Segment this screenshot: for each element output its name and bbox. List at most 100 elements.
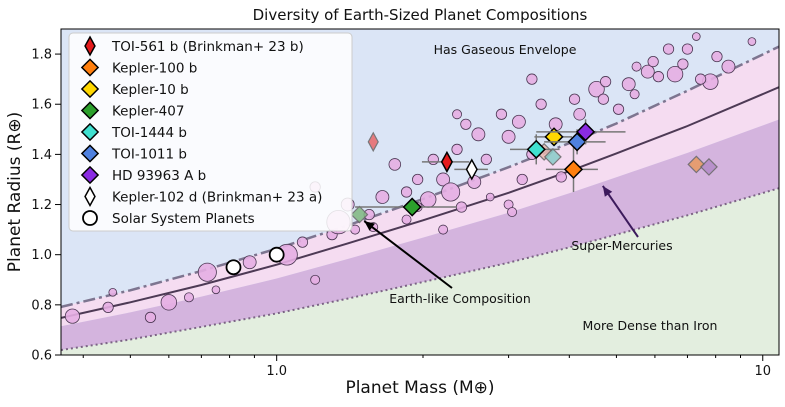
population-point <box>501 129 516 144</box>
earth-like-composition-line <box>61 86 779 319</box>
x-tick-label: 10 <box>754 364 771 379</box>
population-point <box>160 294 178 311</box>
population-point <box>681 43 694 55</box>
population-point <box>640 64 655 79</box>
population-point <box>401 214 412 225</box>
population-point <box>451 143 463 155</box>
population-point <box>452 109 462 120</box>
population-point <box>480 153 492 165</box>
y-tick-label: 1.4 <box>31 148 52 163</box>
legend-marker <box>80 58 100 77</box>
population-point <box>495 108 508 120</box>
annotation-super-mercuries: Super-Mercuries <box>571 238 672 253</box>
legend-marker <box>82 210 98 226</box>
y-tick-label: 1.6 <box>31 98 52 113</box>
population-point <box>666 65 684 83</box>
y-tick-label: 0.6 <box>31 349 52 364</box>
population-point <box>573 108 586 121</box>
population-point <box>310 274 321 285</box>
population-point <box>747 37 757 46</box>
legend-label: Kepler-407 <box>112 104 184 120</box>
faded-markers <box>350 131 718 224</box>
y-tick-label: 1.0 <box>31 248 52 263</box>
super-mercury-band <box>61 119 779 350</box>
annotation-iron: More Dense than Iron <box>583 318 718 333</box>
earth-like-arrow-shaft <box>363 220 453 289</box>
legend: TOI-561 b (Brinkman+ 23 b) Kepler-100 b Ke… <box>68 32 353 232</box>
population-point <box>211 285 221 295</box>
earthlike-band <box>61 46 779 327</box>
population-point <box>600 76 612 88</box>
chart-title: Diversity of Earth-Sized Planet Composit… <box>253 6 588 24</box>
annotation-earth-like: Earth-like Composition <box>389 291 531 306</box>
solar-system-planet <box>225 259 242 276</box>
population-point <box>242 255 257 270</box>
population-point <box>427 153 439 165</box>
highlighted-planet-marker <box>465 158 478 181</box>
population-point <box>652 71 665 83</box>
faded-marker <box>350 205 369 224</box>
population-point <box>516 173 528 186</box>
iron-region <box>61 188 779 355</box>
x-axis-label: Planet Mass (M⊕) <box>345 378 494 398</box>
population-point <box>197 262 217 282</box>
x-tick-label: 1.0 <box>266 364 287 379</box>
y-axis-ticks: 0.6 0.8 1.0 1.2 1.4 1.6 1.8 <box>31 48 61 364</box>
population-point <box>144 311 157 323</box>
highlighted-planet-marker <box>563 159 584 180</box>
population-point <box>296 236 309 248</box>
highlighted-planet-marker <box>402 197 422 217</box>
population-point <box>420 191 437 208</box>
population-point <box>568 93 581 105</box>
highlighted-planets <box>355 119 626 217</box>
population-point <box>629 89 640 100</box>
population-point <box>108 288 118 297</box>
legend-marker <box>84 35 96 57</box>
faded-marker <box>699 157 718 176</box>
faded-marker <box>367 131 379 153</box>
legend-marker <box>80 165 100 185</box>
faded-marker <box>687 155 706 174</box>
population-point <box>436 172 451 187</box>
population-point <box>692 32 701 41</box>
population-point <box>388 158 402 171</box>
population-point <box>485 192 495 202</box>
y-tick-label: 1.8 <box>31 48 52 63</box>
population-point <box>621 77 636 92</box>
faded-marker <box>543 147 562 166</box>
legend-marker <box>80 144 100 163</box>
population-point <box>400 186 413 198</box>
legend-label: Solar System Planets <box>112 211 255 227</box>
population-point <box>375 190 390 204</box>
population-point <box>507 207 518 218</box>
population-point <box>467 175 482 189</box>
legend-items: TOI-561 b (Brinkman+ 23 b) Kepler-100 b Ke… <box>80 35 322 227</box>
solar-system-points <box>225 246 285 276</box>
annotation-gaseous: Has Gaseous Envelope <box>434 42 577 57</box>
population-point <box>441 182 461 202</box>
legend-label: TOI-1444 b <box>111 125 187 141</box>
legend-marker <box>80 79 100 99</box>
population-point <box>438 224 449 235</box>
population-point <box>597 93 609 105</box>
y-tick-label: 1.2 <box>31 198 52 213</box>
annotation-arrows <box>363 185 639 289</box>
population-point <box>460 118 472 130</box>
population-point <box>535 98 547 110</box>
y-tick-label: 0.8 <box>31 298 52 313</box>
population-point <box>526 73 538 85</box>
population-point <box>455 201 468 213</box>
population-point <box>102 301 114 313</box>
legend-label: TOI-1011 b <box>111 147 187 163</box>
legend-marker <box>80 101 100 120</box>
population-point <box>471 127 486 142</box>
super-mercury-arrow-shaft <box>602 185 639 238</box>
population-point <box>662 43 675 55</box>
population-point <box>631 61 642 72</box>
super-mercury-arrow-head <box>602 185 613 197</box>
population-point <box>511 114 526 129</box>
x-axis-ticks: 1.0 10 <box>82 355 771 379</box>
legend-marker <box>84 185 96 208</box>
plot-area <box>61 29 779 355</box>
